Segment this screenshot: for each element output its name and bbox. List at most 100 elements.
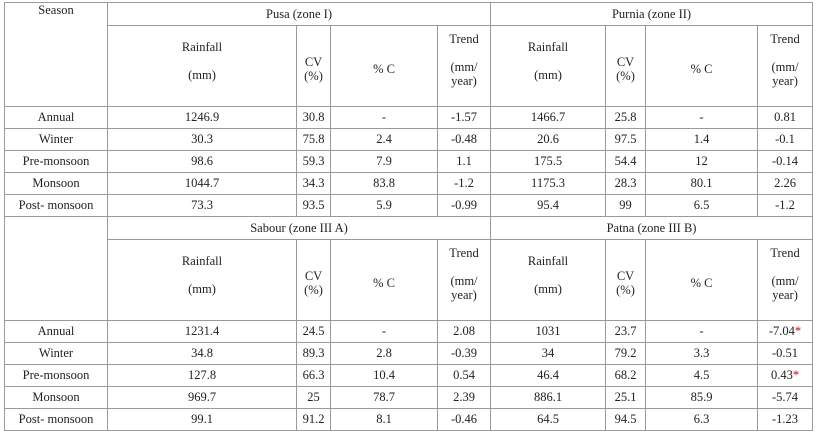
cell: 969.7: [107, 386, 297, 409]
zone-name: Patna (zone III B): [490, 216, 814, 240]
column-header: Trend (mm/year): [436, 25, 492, 107]
cell: 4.5: [645, 364, 759, 387]
significance-mark: *: [794, 324, 802, 338]
header-line: (%): [616, 283, 635, 297]
header-line: year): [451, 74, 477, 88]
header-line: % C: [690, 62, 713, 76]
season-name: Monsoon: [4, 386, 108, 409]
season-name: Winter: [4, 342, 108, 365]
cell: 2.08: [436, 320, 492, 343]
header-line: Rainfall: [527, 254, 569, 268]
column-header: Trend (mm/year): [757, 239, 814, 321]
header-line: (mm/: [771, 274, 799, 288]
column-header: Rainfall (mm): [490, 239, 607, 321]
cell: 83.8: [330, 172, 438, 195]
cell: -1.2: [757, 194, 814, 217]
cell: -0.48: [436, 128, 492, 151]
cell: 0.54: [436, 364, 492, 387]
season-name: Annual: [4, 320, 108, 343]
data-row: Monsoon 969.7 25 78.7 2.39 886.1 25.1 85.9 -5.74: [4, 386, 814, 409]
zone-row: Sabour (zone III A) Patna (zone III B): [4, 216, 814, 321]
header-line: CV: [616, 269, 635, 283]
cell: -0.14: [757, 150, 814, 173]
cell: 54.4: [605, 150, 647, 173]
cell: 886.1: [490, 386, 607, 409]
cell: 30.8: [296, 106, 331, 129]
column-header: Trend (mm/year): [436, 239, 492, 321]
column-header: CV (%): [605, 239, 647, 321]
column-header: Rainfall (mm): [107, 239, 297, 321]
cell: 93.5: [296, 194, 331, 217]
cell: 23.7: [605, 320, 647, 343]
header-line: year): [451, 288, 477, 302]
cell: 6.5: [645, 194, 759, 217]
season-name: Pre-monsoon: [4, 150, 108, 173]
cell: -1.23: [757, 408, 814, 431]
cell: 2.8: [330, 342, 438, 365]
zone-name: Sabour (zone III A): [106, 216, 492, 240]
header-line: (mm/: [450, 274, 478, 288]
header-line: Trend: [770, 246, 800, 260]
header-line: % C: [373, 62, 395, 76]
cell: 3.3: [645, 342, 759, 365]
cell: -: [330, 320, 438, 343]
cell: 97.5: [605, 128, 647, 151]
cell: -0.46: [436, 408, 492, 431]
column-header: Rainfall (mm): [107, 25, 297, 107]
cell: 7.9: [330, 150, 438, 173]
cell-value: 0.43: [770, 368, 793, 382]
header-line: Rainfall: [181, 40, 223, 54]
column-header-row: Rainfall (mm) CV (%)% C Trend (mm/year) Rainfa…: [5, 239, 814, 321]
cell: 66.3: [296, 364, 331, 387]
cell: 99: [605, 194, 647, 217]
cell: 25.8: [605, 106, 647, 129]
cell: 1231.4: [107, 320, 297, 343]
column-header: CV (%): [296, 239, 331, 321]
column-header: % C: [645, 239, 759, 321]
column-header: Rainfall (mm): [490, 25, 607, 107]
header-line: (mm): [534, 68, 562, 82]
zone-row: Season Pusa (zone I) Purnia (zone II): [4, 2, 814, 107]
cell: 30.3: [107, 128, 297, 151]
data-table: Season Pusa (zone I) Purnia (zone II) Rainf…: [4, 2, 814, 431]
season-name: Post- monsoon: [4, 194, 108, 217]
cell: 64.5: [490, 408, 607, 431]
cell: 1466.7: [490, 106, 607, 129]
cell: 75.8: [296, 128, 331, 151]
cell: 89.3: [296, 342, 331, 365]
data-row: Post- monsoon 73.3 93.5 5.9 -0.99 95.4 99 6.5 -1…: [4, 194, 814, 217]
cell: 2.39: [436, 386, 492, 409]
header-line: Trend: [770, 32, 800, 46]
cell: 85.9: [645, 386, 759, 409]
season-name: Monsoon: [4, 172, 108, 195]
data-row: Annual 1231.4 24.5-2.08 1031 23.7- -7.04*: [4, 320, 814, 343]
data-row: Annual 1246.9 30.8- -1.57 1466.7 25.8-0.81: [4, 106, 814, 129]
cell: 5.9: [330, 194, 438, 217]
cell: 25.1: [605, 386, 647, 409]
cell: -: [645, 320, 759, 343]
column-header: Trend (mm/year): [757, 25, 814, 107]
cell: 6.3: [645, 408, 759, 431]
cell: 2.26: [757, 172, 814, 195]
cell-value: -7.04: [768, 324, 795, 338]
data-row: Pre-monsoon 98.6 59.3 7.9 1.1 175.5 54.4 12 -0.1…: [4, 150, 814, 173]
cell: -: [330, 106, 438, 129]
cell: 175.5: [490, 150, 607, 173]
cell: 95.4: [490, 194, 607, 217]
cell: -: [645, 106, 759, 129]
cell: 1.4: [645, 128, 759, 151]
season-name: Post- monsoon: [4, 408, 108, 431]
cell: -0.99: [436, 194, 492, 217]
cell: 99.1: [107, 408, 297, 431]
cell: 1246.9: [107, 106, 297, 129]
header-line: Rainfall: [527, 40, 569, 54]
header-line: (%): [304, 69, 323, 83]
header-line: (%): [304, 283, 323, 297]
data-row: Winter 34.8 89.3 2.8 -0.39 34 79.2 3.3 -0.51: [4, 342, 814, 365]
season-header: Season: [4, 2, 108, 107]
cell: 91.2: [296, 408, 331, 431]
header-line: Trend: [449, 32, 479, 46]
cell: 28.3: [605, 172, 647, 195]
data-row: Winter 30.3 75.8 2.4 -0.48 20.6 97.5 1.4 -0.1: [4, 128, 814, 151]
